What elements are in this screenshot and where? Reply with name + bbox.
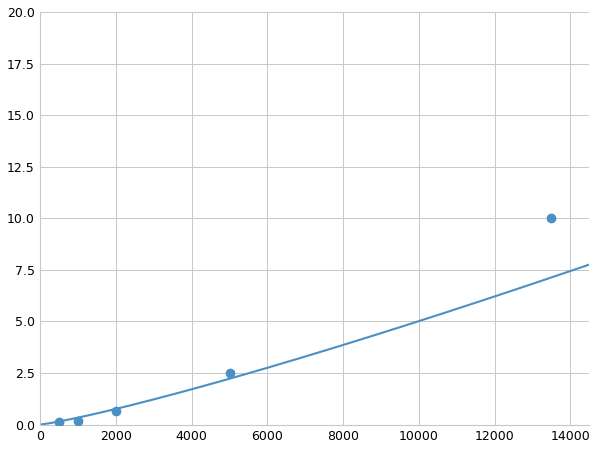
Point	[73, 417, 83, 424]
Point	[55, 418, 64, 426]
Point	[547, 215, 556, 222]
Point	[225, 369, 235, 377]
Point	[111, 408, 121, 415]
